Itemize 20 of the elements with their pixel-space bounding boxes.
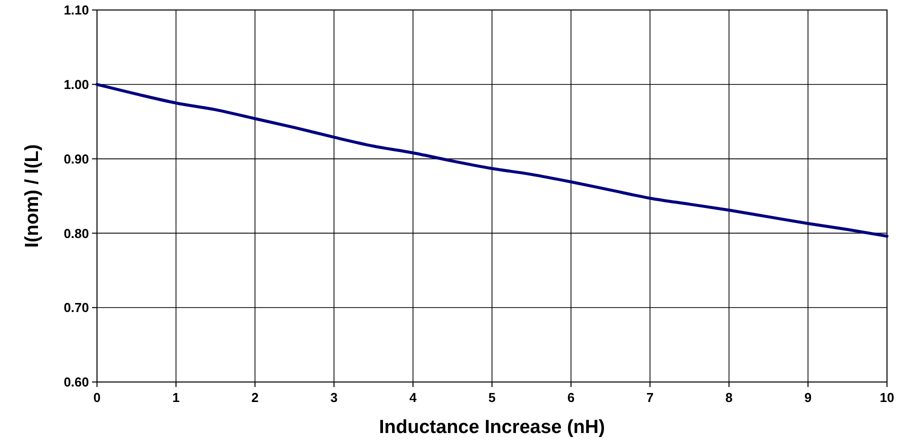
x-tick-label: 5	[488, 390, 496, 405]
y-tick-label: 1.10	[64, 2, 89, 18]
line-series	[96, 82, 888, 238]
y-tick-label: 1.00	[64, 76, 89, 92]
x-tick-label: 8	[725, 390, 733, 405]
x-tick-label: 10	[880, 390, 894, 405]
y-tick-label: 0.60	[64, 374, 89, 390]
x-tick-label: 4	[409, 390, 418, 405]
x-tick-label: 9	[804, 390, 812, 405]
y-tick-label: 0.90	[64, 151, 89, 166]
x-tick-label: 6	[567, 390, 575, 405]
x-tick-label: 1	[172, 390, 180, 405]
x-tick-label: 0	[93, 390, 101, 405]
x-tick-label: 3	[330, 390, 338, 405]
y-axis-title: I(nom) / I(L)	[22, 144, 43, 248]
x-tick-label: 7	[646, 390, 654, 405]
x-tick-label: 2	[251, 390, 259, 405]
x-axis-title: Inductance Increase (nH)	[379, 417, 605, 438]
y-tick-label: 0.70	[64, 300, 89, 316]
y-tick-label: 0.80	[64, 226, 89, 241]
